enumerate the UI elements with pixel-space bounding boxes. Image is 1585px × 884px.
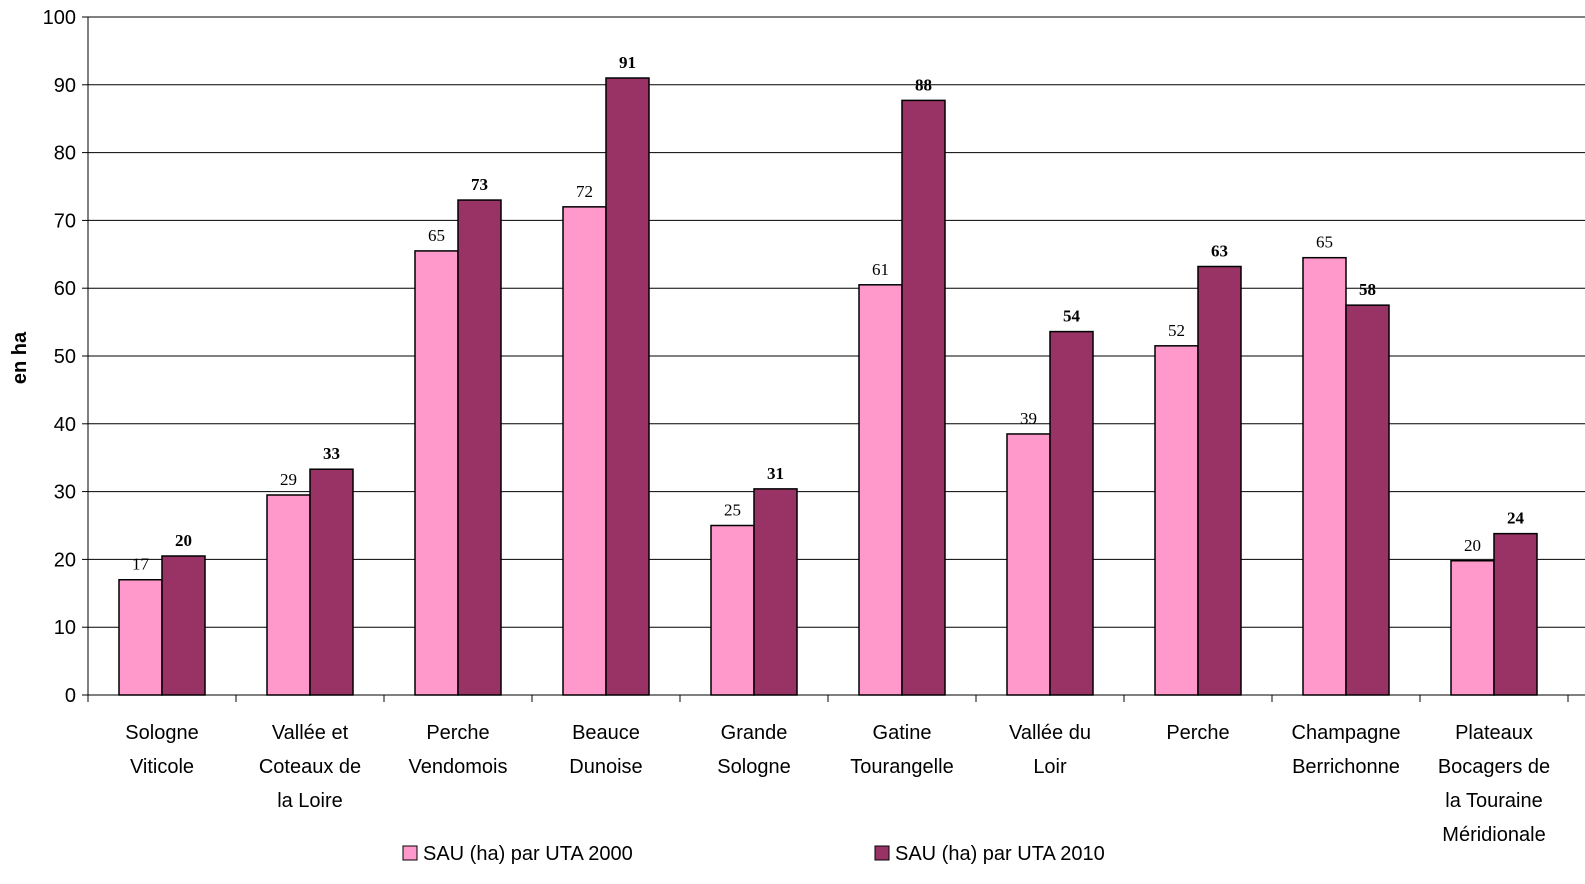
bar-2000 (118, 578, 163, 696)
value-label-2010: 31 (767, 464, 784, 483)
x-category-label: Perche Vendomois (409, 722, 508, 778)
bars (118, 77, 1538, 696)
bar-2010 (901, 99, 946, 696)
y-tick-label: 0 (65, 685, 76, 707)
x-category-label-line: Perche (426, 722, 489, 744)
bar-2000 (710, 524, 755, 696)
x-category-label-line: Loir (1033, 756, 1067, 778)
bar-2010 (1345, 304, 1390, 696)
x-category-label-line: Méridionale (1442, 824, 1545, 846)
y-tick-label: 100 (43, 7, 76, 29)
bar-2000 (1154, 345, 1199, 696)
value-label-2000: 25 (724, 501, 741, 520)
bar-2010 (1049, 330, 1094, 696)
y-tick-label: 80 (54, 143, 76, 165)
x-category-label: Champagne Berrichonne (1292, 722, 1401, 778)
value-label-2000: 72 (576, 182, 593, 201)
x-category-label-line: Viticole (130, 756, 194, 778)
bar-2000 (414, 250, 459, 696)
x-category-label-line: Sologne (717, 756, 790, 778)
x-category-label: Vallée du Loir (1009, 722, 1091, 778)
bar-2010 (1197, 265, 1242, 696)
value-label-2010: 24 (1507, 509, 1525, 528)
bar-2000 (858, 284, 903, 696)
x-category-label-line: Perche (1166, 722, 1229, 744)
x-category-label: Vallée et Coteaux de la Loire (259, 722, 361, 812)
value-label-2000: 65 (428, 226, 445, 245)
value-label-2000: 29 (280, 470, 297, 489)
bar-2010 (1493, 532, 1538, 696)
value-label-2000: 65 (1316, 233, 1333, 252)
x-category-label-line: Berrichonne (1292, 756, 1400, 778)
x-category-label-line: Tourangelle (850, 756, 953, 778)
x-category-label-line: Champagne (1292, 722, 1401, 744)
value-label-2000: 61 (872, 260, 889, 279)
x-category-label-line: Grande (721, 722, 788, 744)
bar-2000 (266, 494, 311, 696)
x-category-label-line: Vendomois (409, 756, 508, 778)
y-tick-label: 30 (54, 482, 76, 504)
y-axis-title: en ha (9, 331, 31, 384)
legend-swatch-2010 (874, 845, 890, 861)
bar-2000 (1450, 560, 1495, 696)
y-tick-label: 50 (54, 346, 76, 368)
x-category-label: Plateaux Bocagers de la Touraine Méridional… (1438, 722, 1550, 846)
y-tick-label: 40 (54, 414, 76, 436)
value-label-2000: 17 (132, 555, 150, 574)
bar-2000 (1006, 433, 1051, 696)
legend: SAU (ha) par UTA 2000 SAU (ha) par UTA 2… (402, 843, 1105, 865)
bar-2000 (562, 206, 607, 696)
x-category-label: Grande Sologne (717, 722, 790, 778)
bar-2010 (753, 488, 798, 696)
axes (82, 16, 1585, 702)
bar-2010 (457, 199, 502, 696)
value-label-2000: 52 (1168, 321, 1185, 340)
x-category-label-line: la Touraine (1445, 790, 1542, 812)
legend-label-2000: SAU (ha) par UTA 2000 (423, 843, 633, 865)
x-category-label-line: Vallée du (1009, 722, 1091, 744)
legend-label-2010: SAU (ha) par UTA 2010 (895, 843, 1105, 865)
value-label-2010: 58 (1359, 280, 1376, 299)
legend-swatch-2000 (402, 845, 418, 861)
x-category-label-line: Beauce (572, 722, 640, 744)
value-label-2010: 20 (175, 531, 192, 550)
value-label-2000: 20 (1464, 536, 1481, 555)
x-category-label-line: Gatine (873, 722, 932, 744)
value-label-2000: 39 (1020, 409, 1037, 428)
bar-2000 (1302, 256, 1347, 696)
y-tick-label: 70 (54, 210, 76, 232)
value-label-2010: 91 (619, 53, 636, 72)
x-category-label-line: Bocagers de (1438, 756, 1550, 778)
x-category-label: Perche (1166, 722, 1229, 744)
bar-2010 (309, 468, 354, 696)
value-label-2010: 88 (915, 75, 932, 94)
value-label-2010: 63 (1211, 242, 1228, 261)
value-label-2010: 33 (323, 444, 340, 463)
y-tick-label: 10 (54, 617, 76, 639)
x-category-label-line: Coteaux de (259, 756, 361, 778)
x-category-label-line: Dunoise (569, 756, 642, 778)
x-category-label: Beauce Dunoise (569, 722, 642, 778)
y-tick-label: 90 (54, 75, 76, 97)
value-label-2010: 73 (471, 175, 488, 194)
bar-2010 (605, 77, 650, 696)
x-category-label-line: Vallée et (272, 722, 349, 744)
x-category-label-line: Plateaux (1455, 722, 1533, 744)
bar-2010 (161, 555, 206, 696)
x-category-label-line: la Loire (277, 790, 343, 812)
value-label-2010: 54 (1063, 307, 1081, 326)
x-category-label: Sologne Viticole (125, 722, 198, 778)
y-tick-label: 60 (54, 278, 76, 300)
labels: 0 10 20 30 40 50 60 70 80 90 100 17 20 Sologne Viticol… (43, 7, 1551, 846)
x-category-label-line: Sologne (125, 722, 198, 744)
y-tick-label: 20 (54, 549, 76, 571)
x-category-label: Gatine Tourangelle (850, 722, 953, 778)
